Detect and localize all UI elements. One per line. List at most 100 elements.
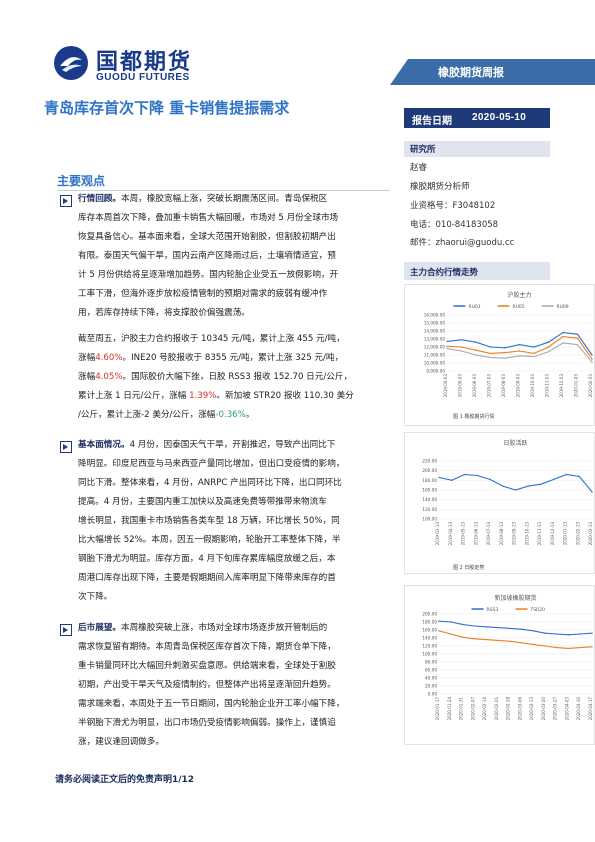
data-point [518, 350, 521, 352]
text-line: 需求端来看，本周处于五一节日期间，国内轮胎企业开工率小幅下降， [78, 695, 384, 714]
text-line: 用，若库存持续下降，将支撑胶价偏强震荡。 [78, 304, 384, 323]
text-line: 增长明显，我国重卡市场销售各类车型 18 万辆，环比增长 50%，同 [78, 512, 384, 531]
text-line: 工率下滑，但海外逐步放松疫情管制的预期对需求的疲弱有缓冲作 [78, 285, 384, 304]
key-points-title: 主要观点 [57, 174, 106, 188]
x-tick-label: 2020-01-17 [435, 697, 440, 721]
data-point [520, 628, 523, 630]
text-segment: 重卡销量同环比大幅回升刺激买盘意愿。供给端来看，全球处于割胶 [78, 661, 336, 671]
data-point [579, 646, 581, 649]
text-segment: 涨幅 [78, 353, 96, 363]
disclaimer-footer[interactable]: 请务必阅读正文后的免责声明1/12 [55, 775, 195, 785]
change-value: 1.39% [189, 391, 217, 401]
legend-label: RU05 [513, 304, 525, 310]
legend-label: TSR20 [530, 607, 546, 613]
data-point [497, 626, 499, 629]
text-line: 降明显。印度尼西亚与马来西亚产量同比增加，但出口受疫情的影响， [78, 455, 384, 474]
analyst-email[interactable]: 邮件：zhaorui@guodu.cc [410, 238, 515, 248]
data-point [446, 340, 448, 343]
x-tick-label: 2019-04-13 [448, 522, 453, 546]
data-point [485, 626, 487, 628]
y-tick-label: 160.00 [422, 628, 437, 633]
text-line: 提高。4 月份，主要国内重工加快以及高速免费等带推带来物流车 [78, 493, 384, 512]
data-point [555, 646, 558, 649]
change-value: -0.36% [215, 410, 246, 420]
y-tick-label: 13,000.00 [424, 337, 446, 342]
change-value: 4.05% [95, 372, 123, 382]
text-line: 钢胎下滑尤为明显。库存方面，4 月下旬库存累库幅度放缓之后，本 [78, 550, 384, 569]
x-tick-label: 2020-02-03 [588, 374, 593, 398]
paragraph-fundamentals: 基本面情况。4 月份，因泰国天气干旱，开割推迟，导致产出同比下 降明显。印度尼西亚… [78, 436, 384, 607]
x-tick-label: 2019-06-13 [473, 522, 478, 546]
key-points-divider [57, 190, 390, 191]
chart-caption-2: 图 2 日胶走势 [453, 565, 485, 571]
analyst-name: 赵睿 [410, 163, 428, 173]
text-segment: 同比下滑。整体来看，4 月份，ANRPC 产出同环比下降，出口同环比 [78, 478, 342, 488]
data-point [461, 636, 464, 638]
analyst-phone: 电话：010-84183058 [410, 220, 499, 230]
report-date-label: 报告日期 [412, 116, 452, 127]
y-tick-label: 140.00 [422, 497, 437, 502]
arrow-bullet-icon [60, 624, 72, 636]
data-point [438, 620, 440, 622]
data-point [489, 352, 492, 355]
analyst-license: 业资格号：F3048102 [410, 201, 496, 211]
chart-shfe-rubber: 沪胶主力 RU01 RU05 RU09 16,000.00 15,000.00 14,000… [424, 291, 593, 398]
series-line [438, 620, 593, 636]
data-point [504, 351, 506, 354]
logo-english-name: GUODU FUTURES [96, 72, 190, 83]
x-tick-label: 2019-08-13 [499, 522, 504, 546]
text-line: 库存本周首次下降，叠加重卡销售大幅回暖，市场对 5 月份全球市场 [78, 209, 384, 228]
data-point [544, 632, 546, 634]
data-point [562, 331, 564, 334]
data-point [591, 361, 593, 363]
text-segment: 有限。泰国天气偏干旱，国内云南产区降雨过后，土壤墒情适宜，预 [78, 251, 336, 261]
report-date-box: 报告日期 2020-05-10 [404, 108, 550, 128]
text-segment: 计 5 月份供给将呈逐渐增加趋势。国内轮胎企业受五一放假影响，开 [78, 270, 339, 280]
data-point [450, 633, 452, 635]
y-tick-label: 140.00 [422, 636, 437, 641]
y-tick-label: 100.00 [422, 517, 437, 522]
data-point [576, 343, 579, 346]
text-segment: 本周橡胶突破上涨，市场对全球市场逐步放开管制后的 [120, 623, 328, 633]
data-point [527, 485, 529, 487]
y-tick-label: 100.00 [422, 652, 437, 657]
text-line: 截至周五，沪胶主力合约报收于 10345 元/吨，累计上涨 455 元/吨， [78, 330, 384, 349]
text-segment: 涨幅 [78, 372, 96, 382]
y-tick-label: 12,000.00 [424, 345, 446, 350]
text-segment: 需求端来看，本周处于五一节日期间，国内轮胎企业开工率小幅下降， [78, 699, 345, 709]
data-point [553, 478, 555, 481]
text-line: 半钢胎下滑尤为明显，出口市场仍受疫情影响偏弱。操作上，谨慎追 [78, 714, 384, 733]
text-line: 恢复具备信心。基本面来看，全球大范围开始割胶，但割胶初期产出 [78, 228, 384, 247]
data-point [591, 646, 593, 648]
data-point [438, 630, 440, 632]
arrow-bullet-icon [60, 441, 72, 453]
data-point [460, 346, 463, 348]
x-tick-label: 2020-03-13 [588, 522, 593, 546]
x-tick-label: 2020-01-31 [459, 697, 464, 721]
text-segment: 次下降。 [78, 592, 113, 602]
data-point [533, 352, 535, 355]
x-tick-label: 2020-04-10 [576, 697, 581, 721]
text-segment: 需求恢复留有期待。本周青岛保税区库存首次下降，期货仓单下降， [78, 642, 336, 652]
x-tick-label: 2020-02-13 [575, 522, 580, 546]
text-line: 涨幅4.05%。国际胶价大幅下挫，日胶 RSS3 报收 152.70 日元/公斤… [78, 368, 384, 387]
paragraph-label: 后市展望。 [78, 623, 121, 633]
data-point [567, 634, 570, 636]
data-point [504, 357, 506, 359]
y-tick-label: 60.00 [425, 668, 437, 673]
data-point [591, 354, 593, 356]
data-point [576, 333, 579, 335]
data-point [450, 621, 452, 623]
text-segment: 比大幅增长 52%。本周，因五一假期影响，轮胎开工率整体下降，半 [78, 535, 341, 545]
text-line: 周港口库存出现下降，主要是假期期间入库率明显下降带来库存的首 [78, 569, 384, 588]
report-headline: 青岛库存首次下降 重卡销售提振需求 [44, 99, 290, 117]
data-point [461, 623, 464, 626]
y-tick-label: 180.00 [422, 620, 437, 625]
x-tick-label: 2019-11-13 [537, 522, 542, 546]
chart-sgx-rubber: 新加坡橡胶期货 RSS3 TSR20 200.00 180.00 160.00 140.00… [422, 594, 593, 721]
text-segment: 。国际胶价大幅下挫，日胶 RSS3 报收 152.70 日元/公斤， [122, 372, 353, 382]
data-point [547, 341, 550, 343]
text-segment: 截至周五，沪胶主力合约报收于 10345 元/吨，累计上涨 455 元/吨， [78, 334, 345, 344]
research-heading: 研究所 [404, 141, 550, 157]
x-tick-label: 2019-04-03 [443, 374, 448, 398]
